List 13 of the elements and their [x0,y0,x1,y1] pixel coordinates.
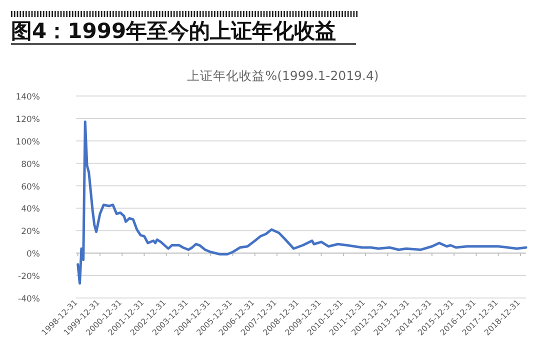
y-tick-label: -20% [18,272,40,282]
y-tick-label: 100% [16,137,40,148]
y-tick-label: 0% [26,250,40,260]
chart-title: 图4：1999年至今的上证年化收益 [11,19,336,43]
y-tick-label: 120% [16,114,40,125]
y-tick-label: 80% [21,160,40,170]
y-tick-label: 140% [16,92,40,102]
y-tick-label: 40% [21,204,40,215]
y-tick-label: 20% [21,227,40,238]
chart-subtitle: 上证年化收益%(1999.1-2019.4) [187,68,379,83]
y-tick-label: -40% [18,294,40,304]
y-tick-label: 60% [21,182,40,192]
line-series [76,120,528,285]
